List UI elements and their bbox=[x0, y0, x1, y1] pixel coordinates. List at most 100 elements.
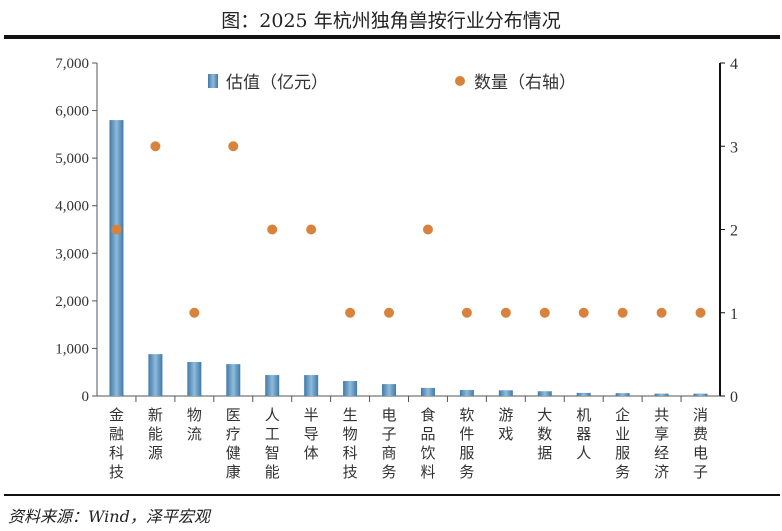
x-tick-label-char: 业 bbox=[615, 425, 630, 443]
x-tick-label-char: 电 bbox=[693, 444, 708, 462]
bar-企业服务 bbox=[615, 393, 630, 396]
x-tick-label-char: 务 bbox=[615, 463, 630, 481]
y2-tick-label: 0 bbox=[730, 389, 738, 406]
x-tick-label-char: 大 bbox=[537, 406, 552, 424]
title-divider bbox=[4, 35, 780, 39]
x-tick-label-char: 共 bbox=[654, 406, 669, 424]
x-tick-label-char: 健 bbox=[226, 444, 241, 462]
bar-机器人 bbox=[576, 392, 591, 396]
dot-机器人 bbox=[578, 307, 589, 318]
dot-医疗健康 bbox=[228, 141, 239, 152]
x-tick-label-char: 戏 bbox=[498, 425, 513, 443]
dot-企业服务 bbox=[617, 307, 628, 318]
bar-游戏 bbox=[498, 390, 513, 396]
dot-电子商务 bbox=[384, 307, 395, 318]
y2-tick-label: 1 bbox=[730, 306, 738, 323]
bar-人工智能 bbox=[265, 375, 280, 396]
x-tick-label-char: 器 bbox=[576, 425, 591, 443]
x-tick-label-char: 物 bbox=[187, 406, 202, 424]
x-tick-label-char: 件 bbox=[459, 425, 474, 443]
y-tick-label: 6,000 bbox=[55, 104, 89, 120]
x-tick-label-char: 服 bbox=[459, 444, 474, 462]
x-tick-label-char: 科 bbox=[343, 444, 358, 462]
y2-tick-label: 2 bbox=[730, 223, 738, 240]
x-tick-label-char: 商 bbox=[382, 444, 397, 462]
x-tick-label-char: 科 bbox=[109, 444, 124, 462]
x-tick-label-char: 流 bbox=[187, 425, 202, 443]
dot-半导体 bbox=[306, 224, 317, 235]
x-tick-label-char: 技 bbox=[343, 463, 358, 481]
legend-dot-swatch bbox=[455, 76, 465, 86]
x-tick-label-char: 金 bbox=[109, 406, 124, 424]
x-tick-label-char: 享 bbox=[654, 425, 669, 443]
source-divider bbox=[4, 494, 780, 496]
x-tick-label-char: 医 bbox=[226, 406, 241, 424]
source-note: 资料来源：Wind，泽平宏观 bbox=[8, 507, 210, 526]
x-tick-label-char: 康 bbox=[226, 463, 241, 481]
bar-消费电子 bbox=[693, 393, 708, 396]
x-tick-label-char: 体 bbox=[304, 444, 319, 462]
x-tick-label-char: 服 bbox=[615, 444, 630, 462]
legend-bar-swatch bbox=[208, 74, 218, 88]
dot-生物科技 bbox=[345, 307, 356, 318]
y-tick-label: 7,000 bbox=[55, 56, 89, 72]
x-tick-label-char: 导 bbox=[304, 425, 319, 443]
dot-新能源 bbox=[150, 141, 161, 152]
y-tick-label: 5,000 bbox=[55, 151, 89, 167]
x-tick-label-char: 能 bbox=[148, 425, 163, 443]
y-tick-label: 3,000 bbox=[55, 246, 89, 262]
x-tick-label-char: 子 bbox=[693, 463, 708, 481]
x-tick-label-char: 技 bbox=[109, 463, 124, 481]
bar-电子商务 bbox=[382, 384, 397, 396]
x-tick-label-char: 费 bbox=[693, 425, 708, 443]
x-tick-label-char: 企 bbox=[615, 406, 630, 424]
y2-tick-label: 3 bbox=[730, 139, 738, 156]
y-tick-label: 1,000 bbox=[55, 341, 89, 357]
x-tick-label-char: 品 bbox=[420, 425, 435, 443]
legend-dot-label: 数量（右轴） bbox=[474, 73, 576, 93]
x-tick-label-char: 游 bbox=[498, 406, 513, 424]
bar-大数据 bbox=[537, 391, 552, 396]
x-tick-label-char: 人 bbox=[265, 406, 280, 424]
x-tick-label-char: 生 bbox=[343, 406, 358, 424]
bar-金融科技 bbox=[109, 120, 124, 396]
dot-共享经济 bbox=[656, 307, 667, 318]
x-tick-label-char: 济 bbox=[654, 463, 669, 481]
legend-bar-label: 估值（亿元） bbox=[226, 73, 328, 93]
bar-半导体 bbox=[304, 375, 319, 396]
x-tick-label-char: 料 bbox=[420, 463, 435, 481]
x-tick-label-char: 源 bbox=[148, 444, 163, 462]
x-tick-label-char: 能 bbox=[265, 463, 280, 481]
x-tick-label-char: 数 bbox=[537, 425, 552, 443]
x-tick-label-char: 务 bbox=[459, 463, 474, 481]
y2-tick-label: 4 bbox=[730, 56, 738, 73]
chart-title: 图：2025 年杭州独角兽按行业分布情况 bbox=[221, 10, 561, 32]
x-tick-label-char: 机 bbox=[576, 406, 591, 424]
x-tick-label-char: 经 bbox=[654, 444, 669, 462]
dot-金融科技 bbox=[111, 224, 122, 235]
dot-人工智能 bbox=[267, 224, 278, 235]
bar-共享经济 bbox=[654, 393, 669, 396]
bar-医疗健康 bbox=[226, 364, 241, 396]
dot-消费电子 bbox=[695, 307, 706, 318]
bar-新能源 bbox=[148, 354, 163, 396]
x-tick-label-char: 据 bbox=[537, 444, 552, 462]
bar-物流 bbox=[187, 361, 202, 396]
x-tick-label-char: 饮 bbox=[420, 444, 435, 462]
x-tick-label-char: 人 bbox=[576, 444, 591, 462]
dot-软件服务 bbox=[461, 307, 472, 318]
x-tick-label-char: 融 bbox=[109, 425, 124, 443]
x-tick-label-char: 智 bbox=[265, 444, 280, 462]
x-tick-label-char: 子 bbox=[382, 425, 397, 443]
x-tick-label-char: 电 bbox=[382, 406, 397, 424]
dot-物流 bbox=[189, 307, 200, 318]
x-tick-label-char: 新 bbox=[148, 406, 163, 424]
x-tick-label-char: 消 bbox=[693, 406, 708, 424]
dot-游戏 bbox=[500, 307, 511, 318]
x-tick-label-char: 疗 bbox=[226, 425, 241, 443]
bar-食品饮料 bbox=[420, 387, 435, 396]
x-tick-label-char: 工 bbox=[265, 425, 280, 443]
y-tick-label: 2,000 bbox=[55, 294, 89, 310]
x-tick-label-char: 半 bbox=[304, 406, 319, 424]
